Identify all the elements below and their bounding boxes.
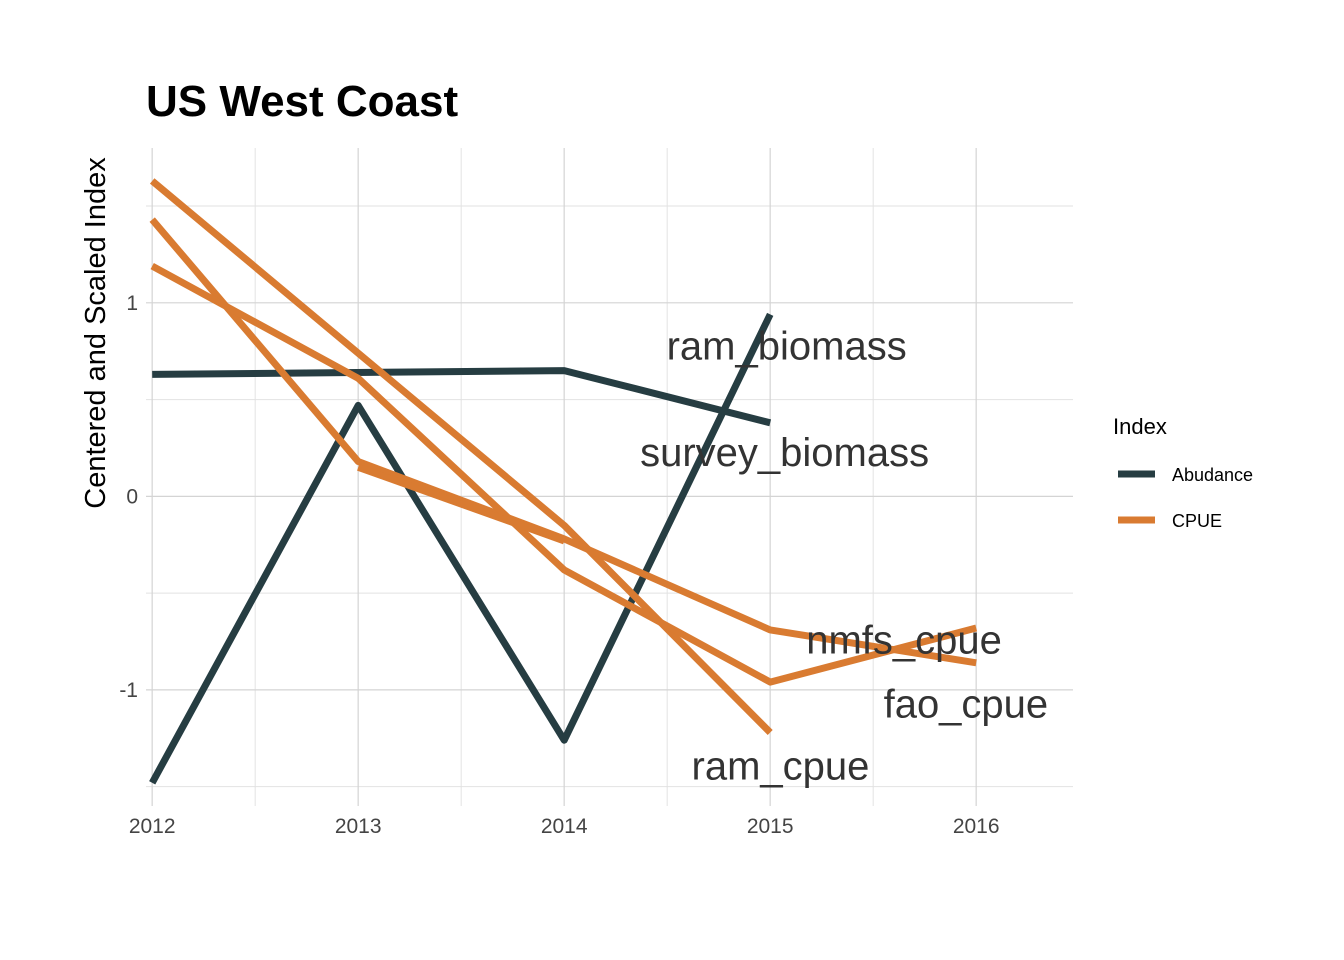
y-axis-label: Centered and Scaled Index bbox=[80, 157, 112, 509]
legend-label-cpue: CPUE bbox=[1172, 511, 1222, 531]
series-label-ram-biomass: ram_biomass bbox=[667, 324, 907, 368]
x-tick-label: 2014 bbox=[541, 815, 588, 838]
x-tick-label: 2012 bbox=[129, 815, 176, 838]
legend: Index Abudance CPUE bbox=[1113, 414, 1253, 531]
y-axis-ticks: -1 0 1 bbox=[119, 292, 138, 702]
series-line-fao-cpue bbox=[150, 263, 978, 686]
y-tick-label: 0 bbox=[126, 485, 138, 508]
legend-title: Index bbox=[1113, 414, 1167, 439]
y-tick-label: -1 bbox=[119, 679, 138, 702]
legend-label-abudance: Abudance bbox=[1172, 465, 1253, 485]
x-axis-ticks: 2012 2013 2014 2015 2016 bbox=[129, 815, 1000, 838]
x-tick-label: 2016 bbox=[953, 815, 1000, 838]
series-line-ram-biomass bbox=[149, 312, 774, 785]
series-labels: ram_biomass survey_biomass ram_cpue nmfs_cp… bbox=[640, 324, 1048, 788]
series-label-fao-cpue: fao_cpue bbox=[884, 682, 1049, 726]
x-tick-label: 2015 bbox=[747, 815, 794, 838]
series-label-survey-biomass: survey_biomass bbox=[640, 431, 929, 475]
chart-title: US West Coast bbox=[146, 77, 458, 126]
series-lines bbox=[149, 178, 978, 785]
series-line bbox=[357, 464, 566, 545]
x-tick-label: 2013 bbox=[335, 815, 382, 838]
series-label-nmfs-cpue: nmfs_cpue bbox=[806, 619, 1002, 663]
series-line-survey-biomass bbox=[152, 367, 772, 427]
y-tick-label: 1 bbox=[126, 292, 138, 315]
series-line-ram-cpue bbox=[149, 178, 773, 735]
major-gridlines bbox=[146, 148, 1073, 806]
series-label-ram-cpue: ram_cpue bbox=[692, 744, 870, 788]
